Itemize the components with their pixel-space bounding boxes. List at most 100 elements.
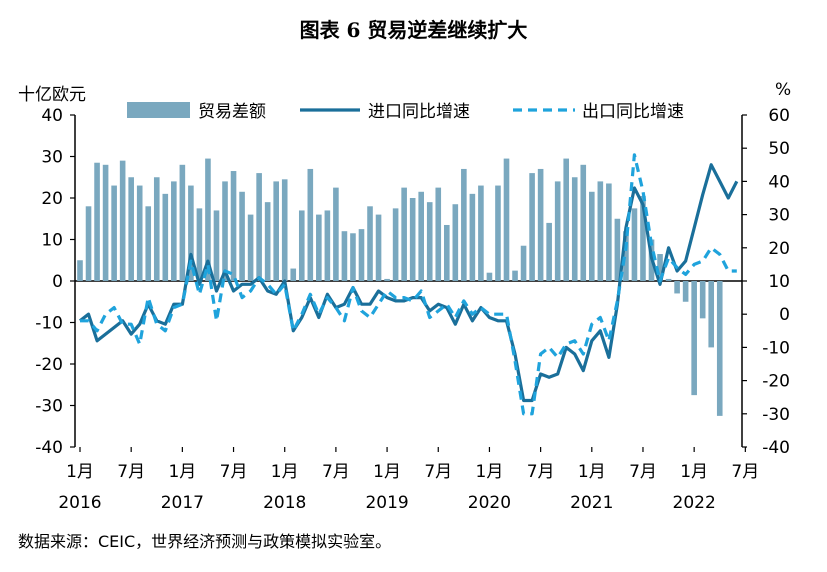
- left-tick-label: -40: [35, 438, 63, 458]
- left-tick-label: 20: [41, 189, 63, 209]
- bar-trade-balance: [179, 164, 186, 281]
- bar-trade-balance: [708, 281, 715, 348]
- bar-trade-balance: [205, 158, 211, 281]
- x-tick-label: 1月: [680, 462, 708, 482]
- bar-trade-balance: [537, 168, 544, 281]
- left-tick-label: 10: [41, 231, 63, 251]
- year-label: 2019: [365, 493, 408, 513]
- bar-trade-balance: [230, 171, 237, 281]
- right-tick-label: -40: [762, 438, 790, 458]
- bar-trade-balance: [640, 195, 646, 281]
- right-tick-label: 60: [768, 106, 790, 126]
- left-axis-unit: 十亿欧元: [18, 85, 86, 105]
- bar-trade-balance: [384, 278, 390, 281]
- right-tick-label: 10: [768, 272, 790, 292]
- legend-label-bar: 贸易差额: [198, 102, 266, 122]
- right-tick-label: -30: [762, 405, 790, 425]
- bar-trade-balance: [546, 222, 552, 281]
- right-tick-label: 40: [768, 172, 790, 192]
- bar-trade-balance: [571, 177, 578, 281]
- bar-trade-balance: [145, 206, 152, 281]
- bar-trade-balance: [196, 208, 203, 281]
- legend-label-import: 进口同比增速: [368, 102, 470, 122]
- bar-trade-balance: [478, 185, 484, 281]
- x-tick-label: 1月: [271, 462, 299, 482]
- bar-trade-balance: [213, 210, 220, 281]
- bar-trade-balance: [94, 162, 100, 281]
- source-note: 数据来源：CEIC，世界经济预测与政策模拟实验室。: [18, 532, 392, 551]
- legend-swatch-bar: [127, 102, 190, 118]
- bar-trade-balance: [503, 158, 510, 281]
- bar-trade-balance: [623, 231, 629, 281]
- bar-trade-balance: [409, 198, 416, 281]
- bar-trade-balance: [691, 281, 697, 396]
- bar-trade-balance: [699, 281, 706, 319]
- year-label: 2018: [263, 493, 306, 513]
- bar-trade-balance: [716, 281, 723, 416]
- bar-trade-balance: [119, 160, 126, 281]
- bar-trade-balance: [222, 181, 228, 281]
- bar-trade-balance: [580, 164, 587, 281]
- bar-trade-balance: [674, 281, 680, 294]
- bar-trade-balance: [597, 181, 604, 281]
- bar-trade-balance: [358, 229, 365, 281]
- left-tick-label: -30: [35, 397, 63, 417]
- bar-trade-balance: [375, 214, 382, 281]
- year-label: 2021: [570, 493, 613, 513]
- bar-trade-balance: [239, 191, 245, 281]
- bar-trade-balance: [461, 168, 467, 281]
- right-tick-label: -20: [762, 372, 790, 392]
- bar-trade-balance: [614, 218, 621, 281]
- bar-trade-balance: [529, 173, 535, 281]
- bar-trade-balance: [316, 214, 322, 281]
- x-tick-label: 1月: [373, 462, 401, 482]
- bar-trade-balance: [657, 254, 663, 281]
- bar-trade-balance: [512, 270, 518, 281]
- bar-trade-balance: [102, 164, 109, 281]
- bar-trade-balance: [307, 168, 314, 281]
- right-tick-label: 50: [768, 139, 790, 159]
- x-tick-label: 7月: [424, 462, 452, 482]
- x-tick-label: 7月: [731, 462, 759, 482]
- bar-trade-balance: [469, 193, 476, 281]
- bar-trade-balance: [520, 245, 527, 281]
- bar-trade-balance: [333, 187, 339, 281]
- bar-trade-balance: [589, 191, 595, 281]
- bar-trade-balance: [341, 231, 348, 281]
- year-label: 2020: [468, 493, 511, 513]
- bar-trade-balance: [136, 185, 143, 281]
- bar-trade-balance: [367, 206, 373, 281]
- bar-trade-balance: [554, 181, 561, 281]
- left-tick-label: -20: [35, 355, 63, 375]
- right-tick-label: -10: [762, 338, 790, 358]
- bar-trade-balance: [77, 260, 83, 281]
- x-tick-label: 1月: [476, 462, 504, 482]
- year-label: 2017: [161, 493, 204, 513]
- bar-trade-balance: [452, 204, 459, 281]
- bar-trade-balance: [486, 272, 493, 281]
- bar-trade-balance: [426, 202, 433, 281]
- legend-label-export: 出口同比增速: [582, 102, 684, 122]
- left-tick-label: -10: [35, 314, 63, 334]
- bar-trade-balance: [281, 179, 288, 281]
- x-tick-label: 7月: [220, 462, 248, 482]
- bar-trade-balance: [188, 185, 194, 281]
- bar-trade-balance: [153, 177, 160, 281]
- bar-trade-balance: [418, 191, 424, 281]
- bar-trade-balance: [324, 210, 331, 281]
- bar-trade-balance: [85, 206, 92, 281]
- bar-trade-balance: [392, 208, 399, 281]
- chart-title: 图表 6 贸易逆差继续扩大: [299, 18, 528, 42]
- x-tick-label: 7月: [322, 462, 350, 482]
- bar-trade-balance: [273, 181, 279, 281]
- left-tick-label: 0: [52, 272, 63, 292]
- bar-trade-balance: [256, 173, 262, 281]
- bar-trade-balance: [443, 224, 450, 281]
- x-tick-label: 1月: [66, 462, 94, 482]
- right-tick-label: 20: [768, 239, 790, 259]
- bar-trade-balance: [128, 177, 134, 281]
- bar-trade-balance: [495, 185, 501, 281]
- year-label: 2022: [673, 493, 716, 513]
- right-axis-unit: %: [775, 80, 792, 100]
